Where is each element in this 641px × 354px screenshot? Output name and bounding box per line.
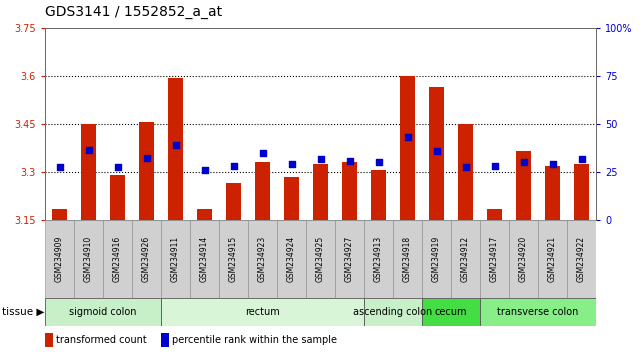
Bar	[429, 87, 444, 220]
Bar	[458, 124, 474, 220]
Bar	[74, 220, 103, 298]
Text: GSM234925: GSM234925	[316, 236, 325, 282]
Text: rectum: rectum	[245, 307, 280, 317]
Text: transformed count: transformed count	[56, 335, 147, 345]
Bar	[364, 220, 393, 298]
Point	[460, 164, 470, 170]
Point	[228, 163, 238, 169]
Bar	[219, 220, 248, 298]
Text: cecum: cecum	[435, 307, 467, 317]
Bar	[487, 209, 503, 220]
Text: GSM234913: GSM234913	[374, 236, 383, 282]
Text: GSM234914: GSM234914	[200, 236, 209, 282]
Bar	[161, 220, 190, 298]
Text: GSM234912: GSM234912	[461, 236, 470, 282]
Bar	[422, 298, 480, 326]
Bar	[364, 298, 422, 326]
Point	[258, 150, 268, 156]
Text: GSM234917: GSM234917	[490, 236, 499, 282]
Bar	[451, 220, 480, 298]
Bar	[45, 333, 53, 347]
Point	[489, 163, 499, 169]
Bar	[283, 177, 299, 220]
Point	[576, 156, 587, 162]
Text: GSM234926: GSM234926	[142, 236, 151, 282]
Point	[112, 164, 122, 170]
Text: sigmoid colon: sigmoid colon	[69, 307, 137, 317]
Point	[315, 156, 326, 162]
Point	[431, 148, 442, 154]
Bar	[393, 220, 422, 298]
Bar	[138, 122, 154, 220]
Text: GSM234911: GSM234911	[171, 236, 180, 282]
Point	[547, 161, 558, 167]
Point	[403, 134, 413, 139]
Point	[199, 167, 210, 173]
Text: GSM234916: GSM234916	[113, 236, 122, 282]
Bar	[313, 164, 328, 220]
Bar	[132, 220, 161, 298]
Bar	[167, 78, 183, 220]
Text: GSM234909: GSM234909	[55, 236, 64, 282]
Bar	[161, 298, 364, 326]
Bar	[226, 183, 242, 220]
Text: GSM234920: GSM234920	[519, 236, 528, 282]
Text: percentile rank within the sample: percentile rank within the sample	[172, 335, 337, 345]
Bar	[544, 166, 560, 220]
Bar	[45, 298, 161, 326]
Text: GSM234918: GSM234918	[403, 236, 412, 282]
Bar	[509, 220, 538, 298]
Text: GSM234924: GSM234924	[287, 236, 296, 282]
Text: ascending colon: ascending colon	[353, 307, 433, 317]
Text: GSM234910: GSM234910	[84, 236, 93, 282]
Text: GSM234922: GSM234922	[577, 236, 586, 282]
Text: GSM234921: GSM234921	[548, 236, 557, 282]
Bar	[51, 209, 67, 220]
Text: tissue ▶: tissue ▶	[2, 307, 44, 317]
Bar	[190, 220, 219, 298]
Bar	[567, 220, 596, 298]
Bar	[161, 333, 169, 347]
Bar	[110, 175, 126, 220]
Bar	[306, 220, 335, 298]
Bar	[335, 220, 364, 298]
Point	[519, 160, 529, 165]
Text: GSM234919: GSM234919	[432, 236, 441, 282]
Bar	[81, 124, 97, 220]
Bar	[342, 162, 358, 220]
Bar	[45, 220, 74, 298]
Bar	[248, 220, 277, 298]
Text: GSM234923: GSM234923	[258, 236, 267, 282]
Bar	[574, 164, 590, 220]
Text: GSM234915: GSM234915	[229, 236, 238, 282]
Text: GSM234927: GSM234927	[345, 236, 354, 282]
Text: GDS3141 / 1552852_a_at: GDS3141 / 1552852_a_at	[45, 5, 222, 19]
Point	[287, 161, 297, 167]
Point	[54, 164, 65, 170]
Point	[83, 147, 94, 153]
Bar	[480, 298, 596, 326]
Point	[344, 158, 354, 164]
Bar	[538, 220, 567, 298]
Bar	[277, 220, 306, 298]
Point	[171, 142, 181, 148]
Text: transverse colon: transverse colon	[497, 307, 579, 317]
Bar	[422, 220, 451, 298]
Bar	[103, 220, 132, 298]
Point	[373, 160, 383, 165]
Bar	[197, 209, 212, 220]
Point	[142, 155, 152, 160]
Bar	[399, 76, 415, 220]
Bar	[370, 170, 387, 220]
Bar	[515, 151, 531, 220]
Bar	[254, 162, 271, 220]
Bar	[480, 220, 509, 298]
